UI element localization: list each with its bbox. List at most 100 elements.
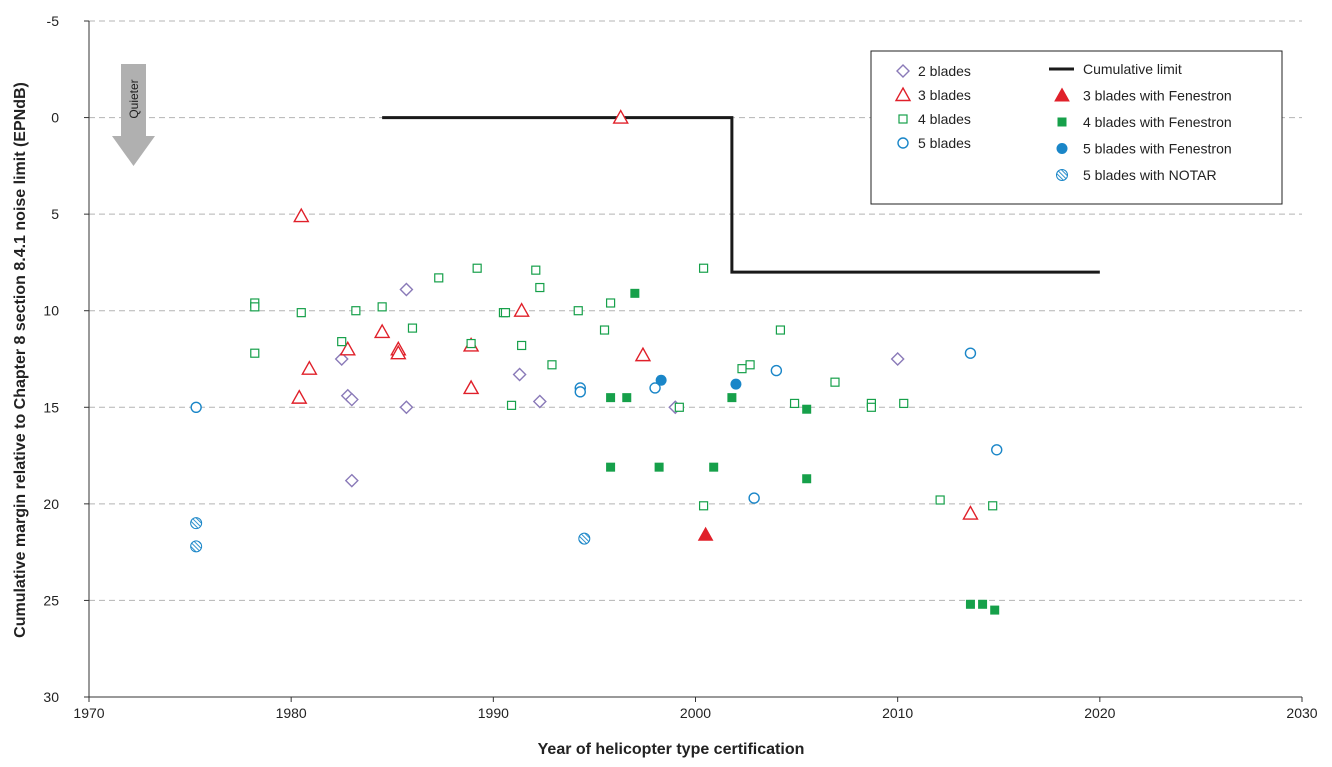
data-point: [630, 288, 640, 298]
legend-label: 3 blades with Fenestron: [1083, 88, 1232, 104]
legend-label: 4 blades with Fenestron: [1083, 114, 1232, 130]
data-point: [517, 340, 527, 351]
series-5-blades-with-notar: [190, 517, 591, 553]
legend-marker: [1057, 117, 1067, 127]
data-point: [697, 526, 714, 541]
data-point: [727, 393, 737, 403]
legend-marker: [898, 114, 908, 124]
data-point: [899, 398, 909, 409]
x-tick-label: 1970: [73, 705, 104, 721]
data-point: [730, 378, 742, 390]
data-point: [296, 308, 306, 318]
data-point: [655, 374, 667, 386]
data-point: [775, 325, 786, 335]
y-tick-label: -5: [47, 13, 60, 29]
quieter-arrow-icon: [112, 64, 155, 166]
data-point: [291, 389, 308, 404]
legend-label: 3 blades: [918, 87, 971, 103]
data-point: [605, 298, 616, 308]
data-point: [472, 263, 482, 273]
series-5-blades-with-fenestron: [655, 374, 742, 390]
data-point: [351, 306, 361, 316]
data-point: [513, 302, 530, 317]
data-point: [698, 501, 709, 511]
legend-box: [870, 50, 1283, 205]
data-point: [988, 501, 998, 511]
y-tick-label: 25: [43, 592, 59, 608]
data-point: [698, 263, 709, 273]
x-tick-label: 2020: [1084, 705, 1115, 721]
data-point: [606, 462, 616, 472]
data-points: [190, 109, 1003, 615]
data-point: [890, 352, 905, 366]
data-point: [599, 325, 610, 335]
quieter-annotation: Quieter: [112, 64, 155, 166]
data-point: [748, 492, 760, 504]
data-point: [535, 282, 545, 293]
data-point: [990, 605, 1000, 615]
legend-marker: [1054, 87, 1070, 102]
data-point: [574, 386, 586, 398]
series-4-blades-with-fenestron: [606, 288, 1000, 615]
data-point: [434, 273, 444, 283]
data-point: [573, 306, 583, 316]
legend-label: 5 blades: [918, 135, 971, 151]
series-5-blades: [190, 347, 1003, 504]
data-point: [250, 348, 260, 358]
y-tick-label: 15: [43, 399, 59, 415]
legend: 2 blades 3 blades 4 blades 5 blades Cumulati…: [870, 50, 1283, 205]
y-tick-label: 5: [51, 206, 59, 222]
data-point: [802, 404, 812, 414]
data-point: [866, 402, 876, 412]
data-point: [674, 402, 684, 412]
x-tick-label: 2000: [680, 705, 711, 721]
data-point: [399, 400, 414, 415]
data-point: [649, 382, 661, 394]
legend-label: 5 blades with NOTAR: [1083, 167, 1217, 183]
legend-marker: [897, 137, 909, 149]
y-tick-label: 10: [43, 303, 59, 319]
data-point: [512, 367, 527, 382]
data-point: [737, 364, 747, 374]
y-tick-label: 30: [43, 689, 59, 705]
data-point: [190, 517, 203, 530]
data-point: [745, 360, 755, 370]
data-point: [466, 338, 476, 349]
data-point: [339, 340, 356, 356]
data-point: [770, 364, 783, 377]
legend-marker: [894, 86, 912, 102]
data-point: [531, 265, 541, 275]
data-point: [190, 540, 203, 553]
data-point: [634, 346, 652, 362]
y-axis-title: Cumulative margin relative to Chapter 8 …: [12, 82, 29, 638]
data-point: [532, 394, 547, 409]
data-point: [622, 393, 632, 403]
series-4-blades: [250, 263, 998, 511]
data-point: [578, 532, 591, 545]
legend-marker: [1056, 143, 1068, 154]
data-point: [373, 323, 391, 339]
data-point: [344, 473, 359, 488]
cumulative-limit-line: [382, 116, 1100, 274]
y-tick-label: 0: [51, 110, 59, 126]
legend-label: 5 blades with Fenestron: [1083, 141, 1232, 157]
data-point: [935, 495, 945, 505]
data-point: [334, 352, 349, 366]
data-point: [390, 344, 407, 360]
data-point: [978, 599, 988, 609]
data-point: [250, 302, 260, 312]
data-point: [612, 109, 629, 124]
data-point: [802, 474, 812, 484]
data-point: [377, 302, 387, 312]
legend-marker: [896, 64, 910, 78]
x-tick-label: 1990: [478, 705, 509, 721]
data-point: [344, 392, 359, 407]
data-point: [462, 379, 480, 395]
data-point: [399, 282, 414, 297]
data-point: [830, 377, 840, 387]
legend-label: Cumulative limit: [1083, 61, 1182, 77]
quieter-label: Quieter: [127, 79, 141, 118]
tick-labels: -5 0 5 10 15 20 25 30 1970 1980 1990 2000 2010 2020 20…: [43, 13, 1317, 721]
data-point: [991, 444, 1003, 456]
